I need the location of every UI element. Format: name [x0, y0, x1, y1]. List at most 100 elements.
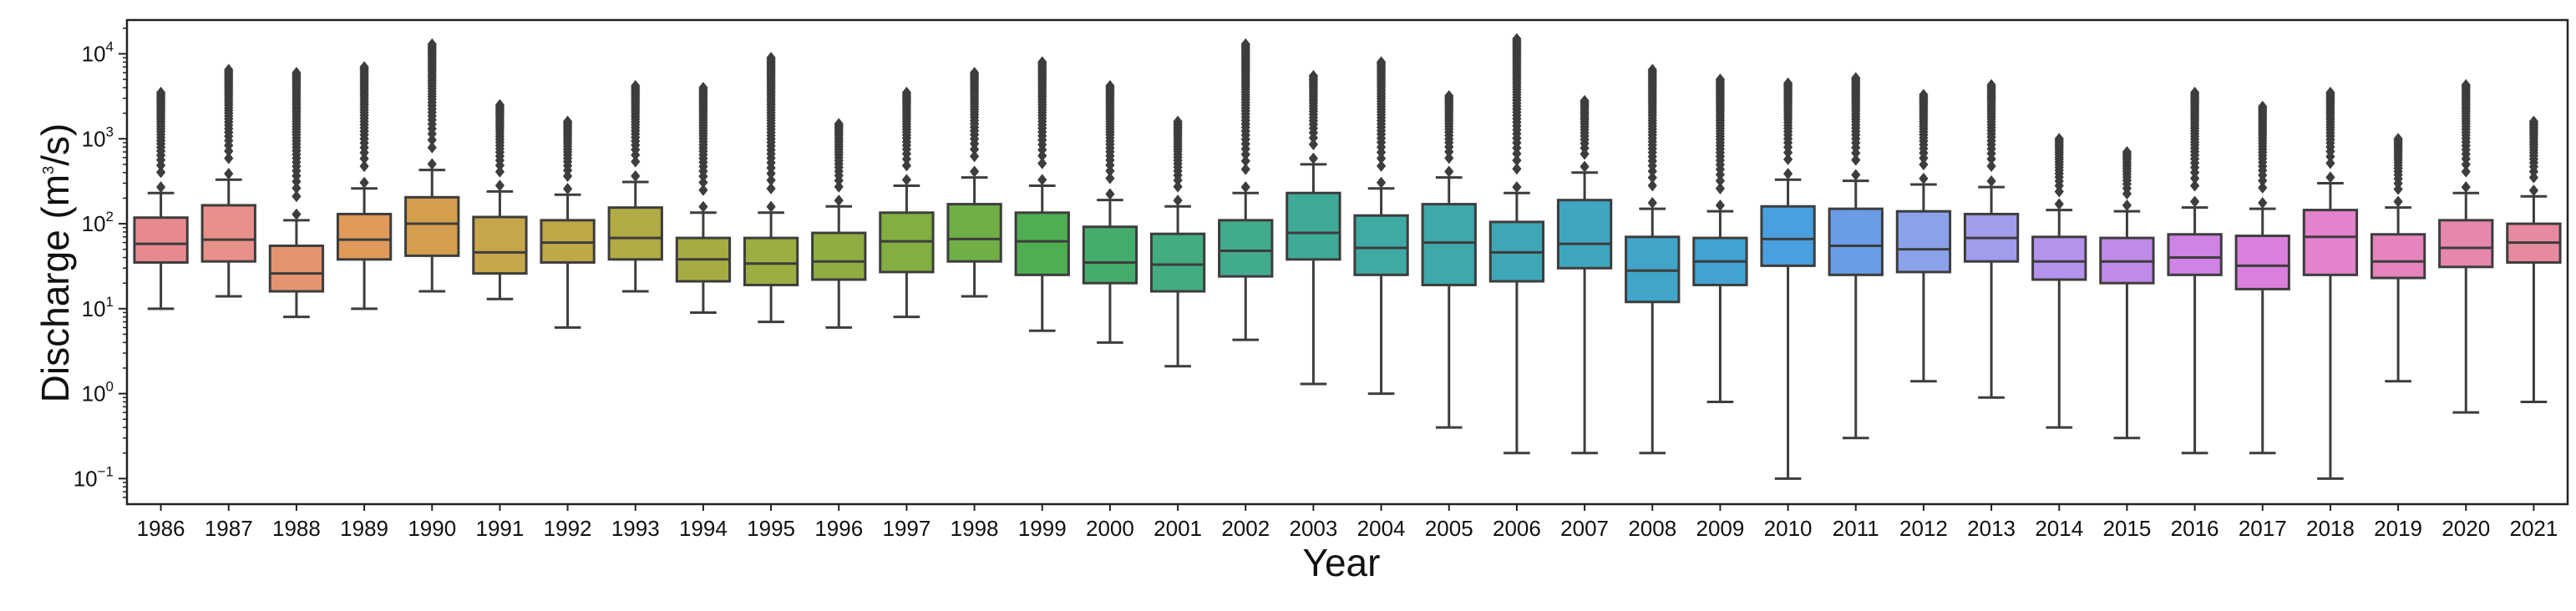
iqr-box-1986: [133, 216, 189, 264]
outlier-point-2003: [1308, 152, 1319, 164]
outlier-point-1987: [224, 152, 234, 164]
x-tick-label-1998: 1998: [951, 516, 999, 541]
outlier-point-2002: [1240, 163, 1250, 175]
x-tick-label-2003: 2003: [1289, 516, 1337, 541]
iqr-box-2005: [1421, 203, 1477, 286]
outlier-point-1994: [698, 176, 708, 189]
iqr-box-2003: [1285, 191, 1341, 261]
outlier-point-2001: [1173, 115, 1183, 128]
outlier-point-2009: [1715, 199, 1726, 212]
outlier-point-2009: [1715, 182, 1726, 194]
plot-area: [133, 33, 2562, 480]
outlier-point-1995: [766, 174, 776, 186]
y-tick-exponent: 4: [106, 38, 114, 54]
outlier-point-1991: [494, 165, 505, 178]
y-tick-base: 10: [82, 126, 106, 151]
outlier-point-2009: [1715, 73, 1726, 86]
axes: 1986 1987 1988 1989 1990 1991 1992 1993 1994 1995…: [74, 18, 2569, 541]
x-tick-label-1992: 1992: [544, 516, 592, 541]
x-tick-label-2002: 2002: [1221, 516, 1270, 541]
x-tick-label-2010: 2010: [1764, 516, 1813, 541]
outlier-point-1989: [359, 153, 369, 165]
x-tick-label-2021: 2021: [2509, 516, 2558, 541]
iqr-box-1993: [607, 206, 663, 261]
outlier-point-2016: [2189, 179, 2200, 192]
outlier-point-2010: [1782, 153, 1793, 165]
outlier-point-2001: [1173, 180, 1183, 193]
outlier-point-2012: [1919, 159, 1929, 171]
iqr-box-1999: [1014, 211, 1070, 276]
outlier-point-2013: [1986, 159, 1996, 172]
outlier-point-2010: [1782, 168, 1793, 180]
box-2016: [2167, 86, 2223, 455]
box-2011: [1828, 72, 1884, 440]
x-tick-label-2013: 2013: [1967, 516, 2016, 541]
x-tick-label-1991: 1991: [475, 516, 524, 541]
outlier-point-2006: [1512, 33, 1522, 45]
box-1991: [472, 98, 528, 300]
outlier-point-2013: [1986, 78, 1996, 91]
y-tick-exponent: 1: [106, 294, 114, 310]
outlier-point-2002: [1240, 154, 1250, 167]
x-tick-label-2015: 2015: [2102, 516, 2151, 541]
outlier-point-2003: [1308, 69, 1319, 82]
box-2015: [2099, 146, 2155, 440]
outlier-point-1989: [359, 176, 369, 189]
iqr-box-2001: [1149, 232, 1206, 293]
outlier-point-1992: [562, 183, 573, 195]
x-tick-label-2012: 2012: [1899, 516, 1948, 541]
outlier-point-2017: [2258, 100, 2268, 113]
outlier-point-2005: [1444, 89, 1454, 102]
outlier-point-1993: [631, 169, 641, 182]
iqr-box-1991: [472, 215, 528, 275]
y-axis-title: Discharge (m3/s): [33, 124, 77, 403]
outlier-point-2003: [1308, 138, 1319, 150]
outlier-point-1990: [427, 158, 437, 170]
box-1992: [540, 115, 596, 329]
box-2007: [1556, 94, 1613, 455]
y-tick-base: 10: [82, 41, 106, 66]
outlier-point-2008: [1647, 171, 1657, 184]
outlier-point-2011: [1851, 169, 1861, 181]
box-1999: [1014, 56, 1070, 332]
outlier-point-1999: [1037, 149, 1047, 162]
x-tick-label-2004: 2004: [1357, 516, 1406, 541]
iqr-box-2010: [1760, 205, 1816, 267]
x-axis-title: Year: [1303, 541, 1381, 584]
y-tick-label-−1: 10−1: [74, 463, 114, 491]
box-1998: [946, 67, 1002, 298]
box-2008: [1625, 63, 1681, 455]
box-2010: [1760, 77, 1816, 480]
outlier-point-2016: [2189, 195, 2200, 208]
x-tick-label-2001: 2001: [1154, 516, 1202, 541]
x-tick-label-2000: 2000: [1086, 516, 1134, 541]
box-2019: [2370, 133, 2426, 383]
box-2021: [2506, 115, 2562, 403]
box-2003: [1285, 69, 1341, 386]
outlier-point-2005: [1444, 165, 1454, 178]
outlier-point-1992: [562, 115, 573, 128]
outlier-point-2002: [1240, 38, 1250, 50]
box-2009: [1692, 73, 1748, 403]
outlier-point-1995: [766, 182, 776, 194]
box-1988: [268, 67, 325, 319]
x-tick-label-1990: 1990: [408, 516, 456, 541]
outlier-point-2020: [2461, 181, 2471, 194]
outlier-point-2004: [1376, 159, 1387, 172]
iqr-box-2016: [2167, 233, 2223, 276]
outlier-point-2019: [2393, 195, 2403, 208]
outlier-point-2017: [2258, 181, 2268, 194]
iqr-box-1990: [404, 195, 460, 257]
box-2005: [1421, 89, 1477, 429]
outlier-point-2007: [1580, 160, 1590, 173]
x-tick-label-2008: 2008: [1628, 516, 1676, 541]
iqr-box-2002: [1218, 219, 1274, 278]
box-2018: [2302, 86, 2359, 480]
outlier-point-2000: [1105, 188, 1115, 200]
box-2002: [1218, 38, 1274, 341]
outlier-point-2021: [2528, 184, 2539, 197]
outlier-point-1997: [901, 159, 912, 172]
box-2020: [2438, 78, 2494, 414]
iqr-box-2004: [1353, 214, 1409, 276]
y-tick-exponent: 3: [106, 124, 114, 139]
